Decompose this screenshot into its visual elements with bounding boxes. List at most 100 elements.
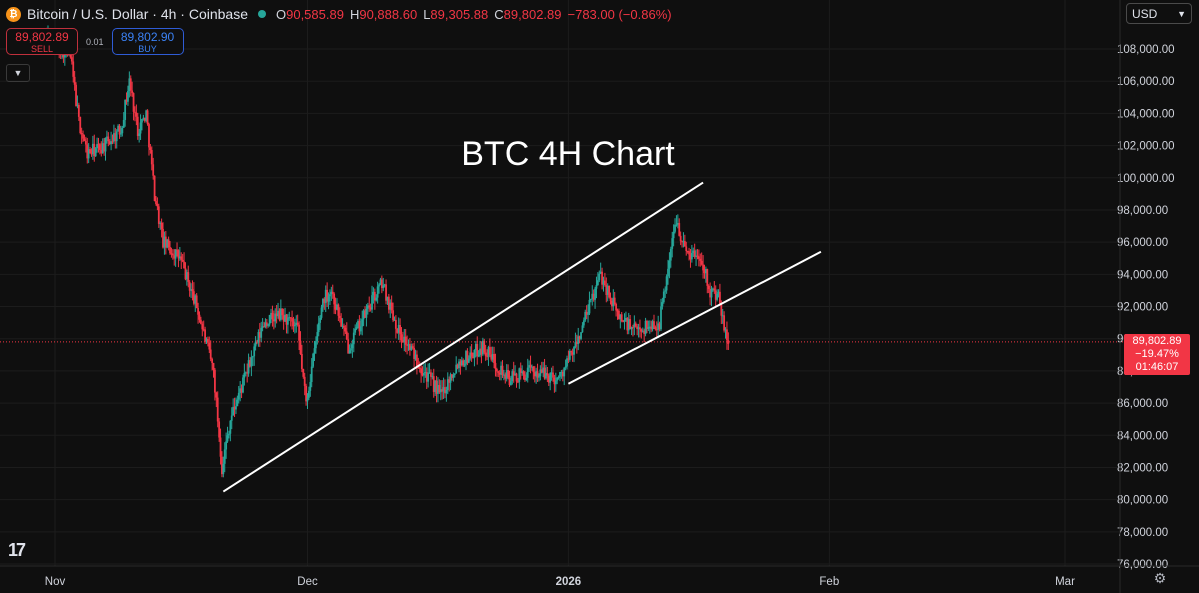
candle-body: [648, 326, 651, 328]
candle-body: [543, 367, 546, 379]
candle-body: [166, 239, 169, 248]
candle-body: [706, 269, 709, 286]
candle-body: [420, 368, 423, 374]
candle-body: [563, 367, 566, 377]
candle-body: [146, 110, 149, 125]
candle-body: [375, 297, 378, 301]
candle-body: [668, 260, 671, 269]
candle-body: [344, 327, 347, 332]
candle-body: [326, 289, 329, 302]
chevron-down-icon[interactable]: ▼: [6, 64, 30, 82]
candle-body: [417, 366, 420, 368]
candle-body: [465, 351, 467, 365]
candle-body: [510, 381, 512, 386]
candle-body: [355, 327, 358, 329]
candle-body: [442, 387, 445, 392]
trendline-2[interactable]: [567, 250, 822, 385]
candle-body: [236, 399, 239, 407]
candle-body: [647, 327, 650, 329]
candle-body: [383, 284, 386, 286]
candle-body: [528, 365, 531, 368]
candle-body: [437, 385, 439, 394]
candle-body: [529, 365, 532, 368]
candle-body: [483, 340, 486, 353]
candle-body: [214, 369, 216, 393]
y-tick-label: 76,000.00: [1117, 559, 1168, 571]
last-price-value: 89,802.89: [1132, 335, 1182, 347]
candle-body: [727, 340, 730, 344]
candle-body: [662, 291, 665, 303]
candle-body: [592, 293, 595, 300]
candle-body: [197, 308, 199, 315]
candle-body: [689, 254, 692, 260]
candle-body: [598, 273, 601, 281]
candle-body: [106, 136, 108, 138]
candle-body: [380, 279, 383, 289]
candle-body: [184, 268, 187, 280]
candle-body: [474, 343, 477, 351]
candle-body: [199, 319, 202, 324]
candle-body: [141, 119, 143, 123]
candle-body: [271, 312, 274, 320]
candle-body: [425, 372, 428, 382]
candle-body: [235, 406, 237, 410]
chart-title: BTC 4H Chart: [461, 135, 675, 173]
candle-body: [477, 355, 480, 357]
candle-body: [658, 323, 661, 330]
sell-button[interactable]: 89,802.89 SELL: [6, 28, 78, 55]
candle-body: [310, 366, 313, 383]
trendlines[interactable]: [222, 181, 822, 493]
candle-body: [575, 342, 578, 345]
candle-body: [641, 330, 644, 332]
candle-body: [669, 248, 672, 261]
candle-body: [115, 131, 118, 142]
candle-body: [202, 329, 205, 331]
candle-body: [629, 319, 632, 330]
candle-body: [76, 104, 79, 106]
candle-body: [574, 342, 577, 347]
candle-body: [366, 305, 369, 309]
candle-body: [709, 289, 711, 298]
candle-body: [685, 246, 688, 252]
candle-body: [194, 295, 197, 304]
candle-body: [601, 271, 603, 285]
gear-icon[interactable]: ⚙: [1153, 570, 1167, 586]
y-tick-label: 78,000.00: [1117, 527, 1168, 539]
symbol-title[interactable]: Bitcoin / U.S. Dollar · 4h · Coinbase: [27, 6, 248, 22]
candle-body: [341, 325, 344, 327]
candle-body: [350, 348, 352, 351]
candle-body: [211, 358, 214, 364]
candle-body: [620, 314, 623, 322]
candle-body: [505, 370, 508, 379]
candle-body: [540, 369, 543, 373]
candle-body: [613, 297, 616, 305]
candle-body: [181, 259, 184, 262]
candle-body: [486, 356, 488, 358]
candle-body: [285, 314, 288, 325]
candle-body: [717, 291, 720, 294]
candle-body: [208, 342, 211, 350]
candle-body: [446, 379, 449, 391]
candle-body: [553, 377, 556, 385]
candle-body: [249, 360, 251, 367]
candle-body: [386, 296, 389, 301]
candle-body: [253, 346, 256, 357]
trendline-1[interactable]: [222, 181, 704, 493]
buy-button[interactable]: 89,802.90 BUY: [111, 28, 184, 55]
candle-body: [183, 261, 185, 269]
candle-body: [121, 127, 124, 134]
candle-body: [612, 297, 615, 307]
candle-body: [98, 144, 101, 150]
candle-body: [118, 125, 121, 135]
candle-body: [655, 329, 658, 331]
y-tick-label: 102,000.00: [1117, 141, 1175, 153]
symbol-header[interactable]: ₿ Bitcoin / U.S. Dollar · 4h · Coinbase …: [6, 4, 672, 24]
currency-select[interactable]: USD ▼: [1126, 3, 1192, 24]
candle-body: [124, 99, 127, 120]
candle-body: [362, 310, 365, 320]
candle-body: [82, 134, 84, 139]
candle-body: [438, 385, 441, 393]
candle-body: [379, 279, 382, 285]
candle-body: [578, 336, 581, 339]
